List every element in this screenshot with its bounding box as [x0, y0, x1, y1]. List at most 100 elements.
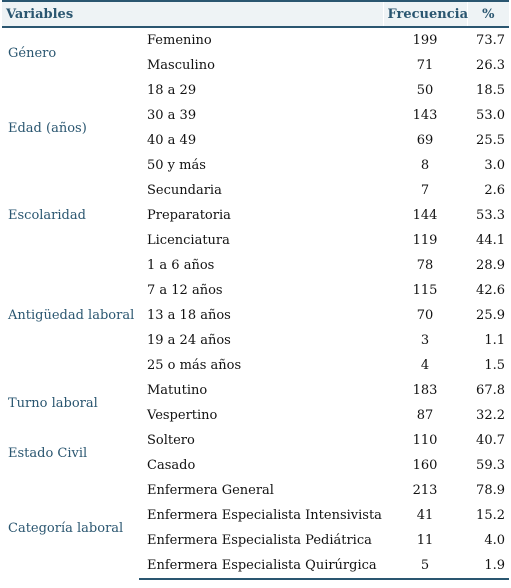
percent-cell: 40.7: [476, 433, 505, 448]
category-cell: Matutino: [147, 383, 208, 398]
header-frecuencia: Frecuencia: [382, 0, 468, 28]
frequency-cell: 4: [420, 358, 430, 373]
percent-cell: 73.7: [476, 33, 505, 48]
percent-cell: 32.2: [476, 408, 505, 423]
frequency-cell: 8: [420, 158, 430, 173]
category-cell: Casado: [147, 458, 196, 473]
category-cell: Enfermera General: [147, 483, 274, 498]
table-row: Escolaridad Secundaria 7 2.6: [2, 178, 509, 223]
category-cell: Enfermera Especialista Quirúrgica: [139, 553, 383, 580]
category-cell: Enfermera Especialista Intensivista: [147, 508, 382, 523]
group-label: Escolaridad: [8, 208, 86, 223]
table-body: Género Femenino 199 73.7 Masculino 71 26.3 Edad…: [2, 27, 509, 580]
category-cell: 18 a 29: [147, 83, 197, 98]
frequency-cell: 160: [412, 458, 438, 473]
frequency-cell: 71: [416, 58, 434, 73]
table-row: 50 y más 8 3.0: [2, 153, 509, 178]
table-row: Estado Civil Soltero 110 40.7: [2, 428, 509, 461]
category-cell: 13 a 18 años: [147, 308, 231, 323]
frequency-cell: 213: [412, 483, 438, 498]
percent-cell: 53.0: [476, 108, 505, 123]
table-row: 40 a 49 69 25.5: [2, 128, 509, 153]
table-header-row: Variables Frecuencia %: [2, 0, 509, 28]
percent-cell: 2.6: [484, 183, 505, 198]
group-label: Turno laboral: [8, 395, 98, 411]
category-cell: Licenciatura: [147, 233, 230, 248]
percent-cell: 26.3: [476, 58, 505, 73]
frequency-cell: 50: [416, 83, 434, 98]
category-cell: 7 a 12 años: [147, 283, 223, 298]
category-cell: 30 a 39: [147, 108, 197, 123]
table-row: 30 a 39 143 53.0: [2, 103, 509, 128]
percent-cell: 3.0: [484, 158, 505, 173]
frequency-cell: 143: [412, 108, 438, 123]
category-cell: Secundaria: [147, 183, 222, 198]
frequency-cell: 144: [412, 208, 438, 223]
percent-cell: 28.9: [476, 258, 505, 273]
category-cell: Femenino: [147, 33, 212, 48]
category-cell: 19 a 24 años: [147, 333, 231, 348]
category-cell: Vespertino: [147, 408, 218, 423]
group-label: Categoría laboral: [8, 521, 124, 536]
frequency-cell: 69: [416, 133, 434, 148]
frequency-cell: 11: [416, 533, 434, 548]
category-cell: Soltero: [147, 433, 195, 448]
header-variables: Variables: [2, 0, 383, 28]
percent-cell: 25.5: [476, 133, 505, 148]
table-row: Preparatoria 144 53.3: [2, 203, 509, 228]
frequency-cell: 70: [416, 308, 434, 323]
table-row: Vespertino 87 32.2: [2, 403, 509, 428]
table-row: 25 o más años 4 1.5: [2, 353, 509, 378]
table-row: Turno laboral Matutino 183 67.8: [2, 378, 509, 411]
table-row: 19 a 24 años 3 1.1: [2, 328, 509, 353]
frequency-cell: 110: [412, 433, 438, 448]
category-cell: Masculino: [147, 58, 215, 73]
table-row: Edad (años) 18 a 29 50 18.5: [2, 78, 509, 136]
category-cell: Enfermera Especialista Pediátrica: [147, 533, 372, 548]
percent-cell: 53.3: [476, 208, 505, 223]
percent-cell: 1.5: [484, 358, 505, 373]
table-row: Masculino 71 26.3: [2, 53, 509, 78]
percent-cell: 42.6: [476, 283, 505, 298]
frequency-cell: 115: [412, 283, 438, 298]
frequency-cell: 119: [412, 233, 438, 248]
table-row: Género Femenino 199 73.7: [2, 27, 509, 61]
percent-cell: 67.8: [476, 383, 505, 398]
frequency-cell: 78: [416, 258, 434, 273]
percent-cell: 44.1: [476, 233, 505, 248]
frequency-cell: 7: [420, 183, 430, 198]
frequency-cell: 3: [420, 333, 430, 348]
group-label: Estado Civil: [8, 445, 88, 461]
category-cell: 25 o más años: [147, 358, 242, 373]
percent-cell: 1.1: [484, 333, 505, 348]
category-cell: 40 a 49: [147, 133, 197, 148]
frequency-table: Variables Frecuencia % Género Femenino 199…: [2, 0, 509, 580]
frequency-cell: 199: [412, 33, 438, 48]
table-row: Casado 160 59.3: [2, 453, 509, 478]
table-row: Enfermera Especialista Quirúrgica 5 1.9: [2, 553, 509, 580]
table-row: Licenciatura 119 44.1: [2, 228, 509, 253]
frequency-cell: 183: [412, 383, 438, 398]
frequency-cell: 41: [416, 508, 434, 523]
percent-cell: 4.0: [484, 533, 505, 548]
group-label: Género: [8, 45, 57, 61]
category-cell: Preparatoria: [147, 208, 231, 223]
percent-cell: 15.2: [476, 508, 505, 523]
table-row: Antigüedad laboral 1 a 6 años 78 28.9: [2, 253, 509, 323]
category-cell: 50 y más: [147, 158, 206, 173]
table-row: Enfermera Especialista Pediátrica 11 4.0: [2, 528, 509, 553]
table-row: 7 a 12 años 115 42.6: [2, 278, 509, 303]
group-label: Edad (años): [8, 120, 87, 136]
category-cell: 1 a 6 años: [147, 258, 215, 273]
frequency-cell: 5: [383, 553, 467, 580]
group-label: Antigüedad laboral: [8, 308, 135, 323]
table-row: 13 a 18 años 70 25.9: [2, 303, 509, 328]
header-percent: %: [466, 0, 509, 28]
table-row: Enfermera Especialista Intensivista 41 15.…: [2, 503, 509, 528]
frequency-cell: 87: [416, 408, 434, 423]
percent-cell: 25.9: [476, 308, 505, 323]
percent-cell: 59.3: [476, 458, 505, 473]
percent-cell: 1.9: [467, 553, 509, 580]
percent-cell: 78.9: [476, 483, 505, 498]
